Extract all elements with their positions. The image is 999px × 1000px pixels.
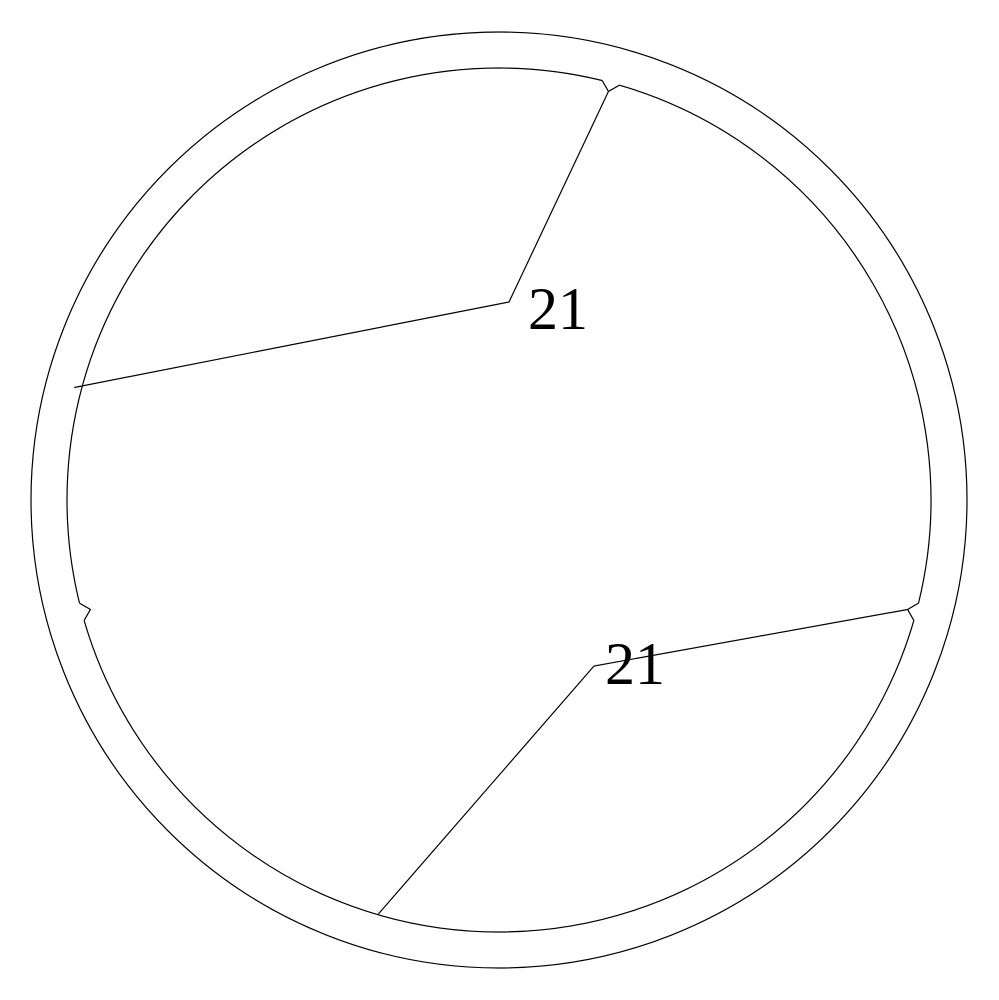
- notch: [79, 603, 90, 620]
- inner-circle: [67, 68, 931, 932]
- ring-svg: [0, 0, 999, 1000]
- label-21: 21: [605, 630, 665, 699]
- label-21: 21: [528, 275, 588, 344]
- notch: [602, 80, 619, 91]
- outer-circle: [31, 32, 967, 968]
- diagram-container: 21 21: [0, 0, 999, 1000]
- notch: [908, 603, 919, 620]
